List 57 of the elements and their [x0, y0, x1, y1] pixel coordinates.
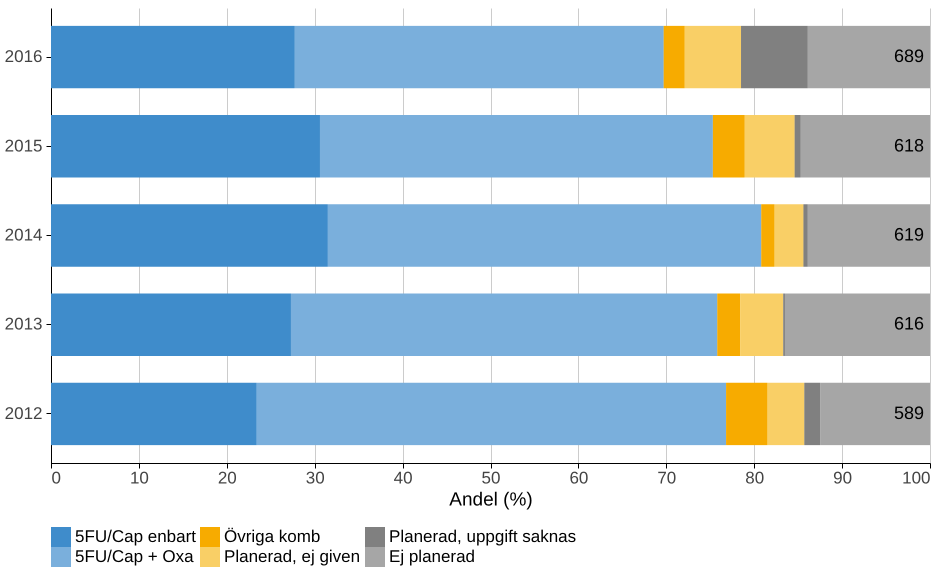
x-tick-label: 90: [833, 468, 852, 488]
annotation: 616: [894, 314, 924, 334]
bar: [784, 293, 930, 356]
legend-label: 5FU/Cap + Oxa: [75, 547, 194, 566]
legend-label: Planerad, ej given: [224, 547, 360, 566]
x-tick-label: 80: [745, 468, 764, 488]
y-tick-label: 2012: [4, 404, 42, 423]
bar: [320, 115, 713, 178]
x-axis-title: Andel (%): [449, 490, 533, 510]
bar: [761, 204, 774, 267]
bar: [712, 115, 745, 178]
legend-label: 5FU/Cap enbart: [75, 527, 196, 546]
x-tick-label: 60: [569, 468, 588, 488]
bar: [726, 382, 768, 446]
bar: [767, 382, 804, 446]
x-tick-label: 70: [657, 468, 676, 488]
bar: [808, 26, 930, 88]
bar: [51, 204, 328, 267]
annotation: 589: [894, 402, 924, 423]
y-tick-label: 2016: [4, 47, 42, 66]
bar: [256, 382, 726, 446]
y-tick-label: 2013: [4, 314, 42, 334]
x-tick-label: 50: [482, 468, 500, 488]
legend-label: Planerad, uppgift saknas: [389, 527, 576, 546]
bar: [774, 204, 804, 267]
bar: [51, 26, 294, 88]
bar: [803, 204, 808, 267]
bar: [290, 293, 718, 356]
x-tick-label: 10: [130, 468, 149, 488]
bar: [820, 382, 930, 446]
bar: [664, 26, 685, 88]
bar: [51, 115, 320, 178]
legend-label: Ej planerad: [389, 547, 476, 566]
x-tick-label: 100: [902, 468, 930, 488]
bar: [800, 115, 930, 178]
x-tick-label: 30: [306, 468, 325, 488]
bar: [717, 293, 740, 356]
bar: [744, 115, 795, 178]
bar: [294, 26, 664, 88]
bar: [808, 204, 930, 267]
annotation: 618: [894, 135, 924, 156]
y-tick-label: 2015: [4, 136, 42, 156]
bar: [794, 115, 801, 178]
legend-label: Övriga komb: [224, 527, 320, 546]
annotation: 689: [894, 46, 924, 66]
annotation: 619: [894, 224, 924, 244]
x-tick-label: 40: [394, 468, 413, 488]
x-tick-label: 20: [218, 468, 237, 488]
bar: [51, 382, 257, 446]
x-tick-label: 0: [52, 468, 61, 488]
bar: [328, 204, 762, 267]
bar: [51, 293, 291, 356]
y-tick-label: 2014: [4, 226, 42, 244]
bar: [740, 293, 784, 356]
bar: [804, 382, 820, 446]
bar: [741, 26, 808, 88]
bar: [684, 26, 742, 88]
